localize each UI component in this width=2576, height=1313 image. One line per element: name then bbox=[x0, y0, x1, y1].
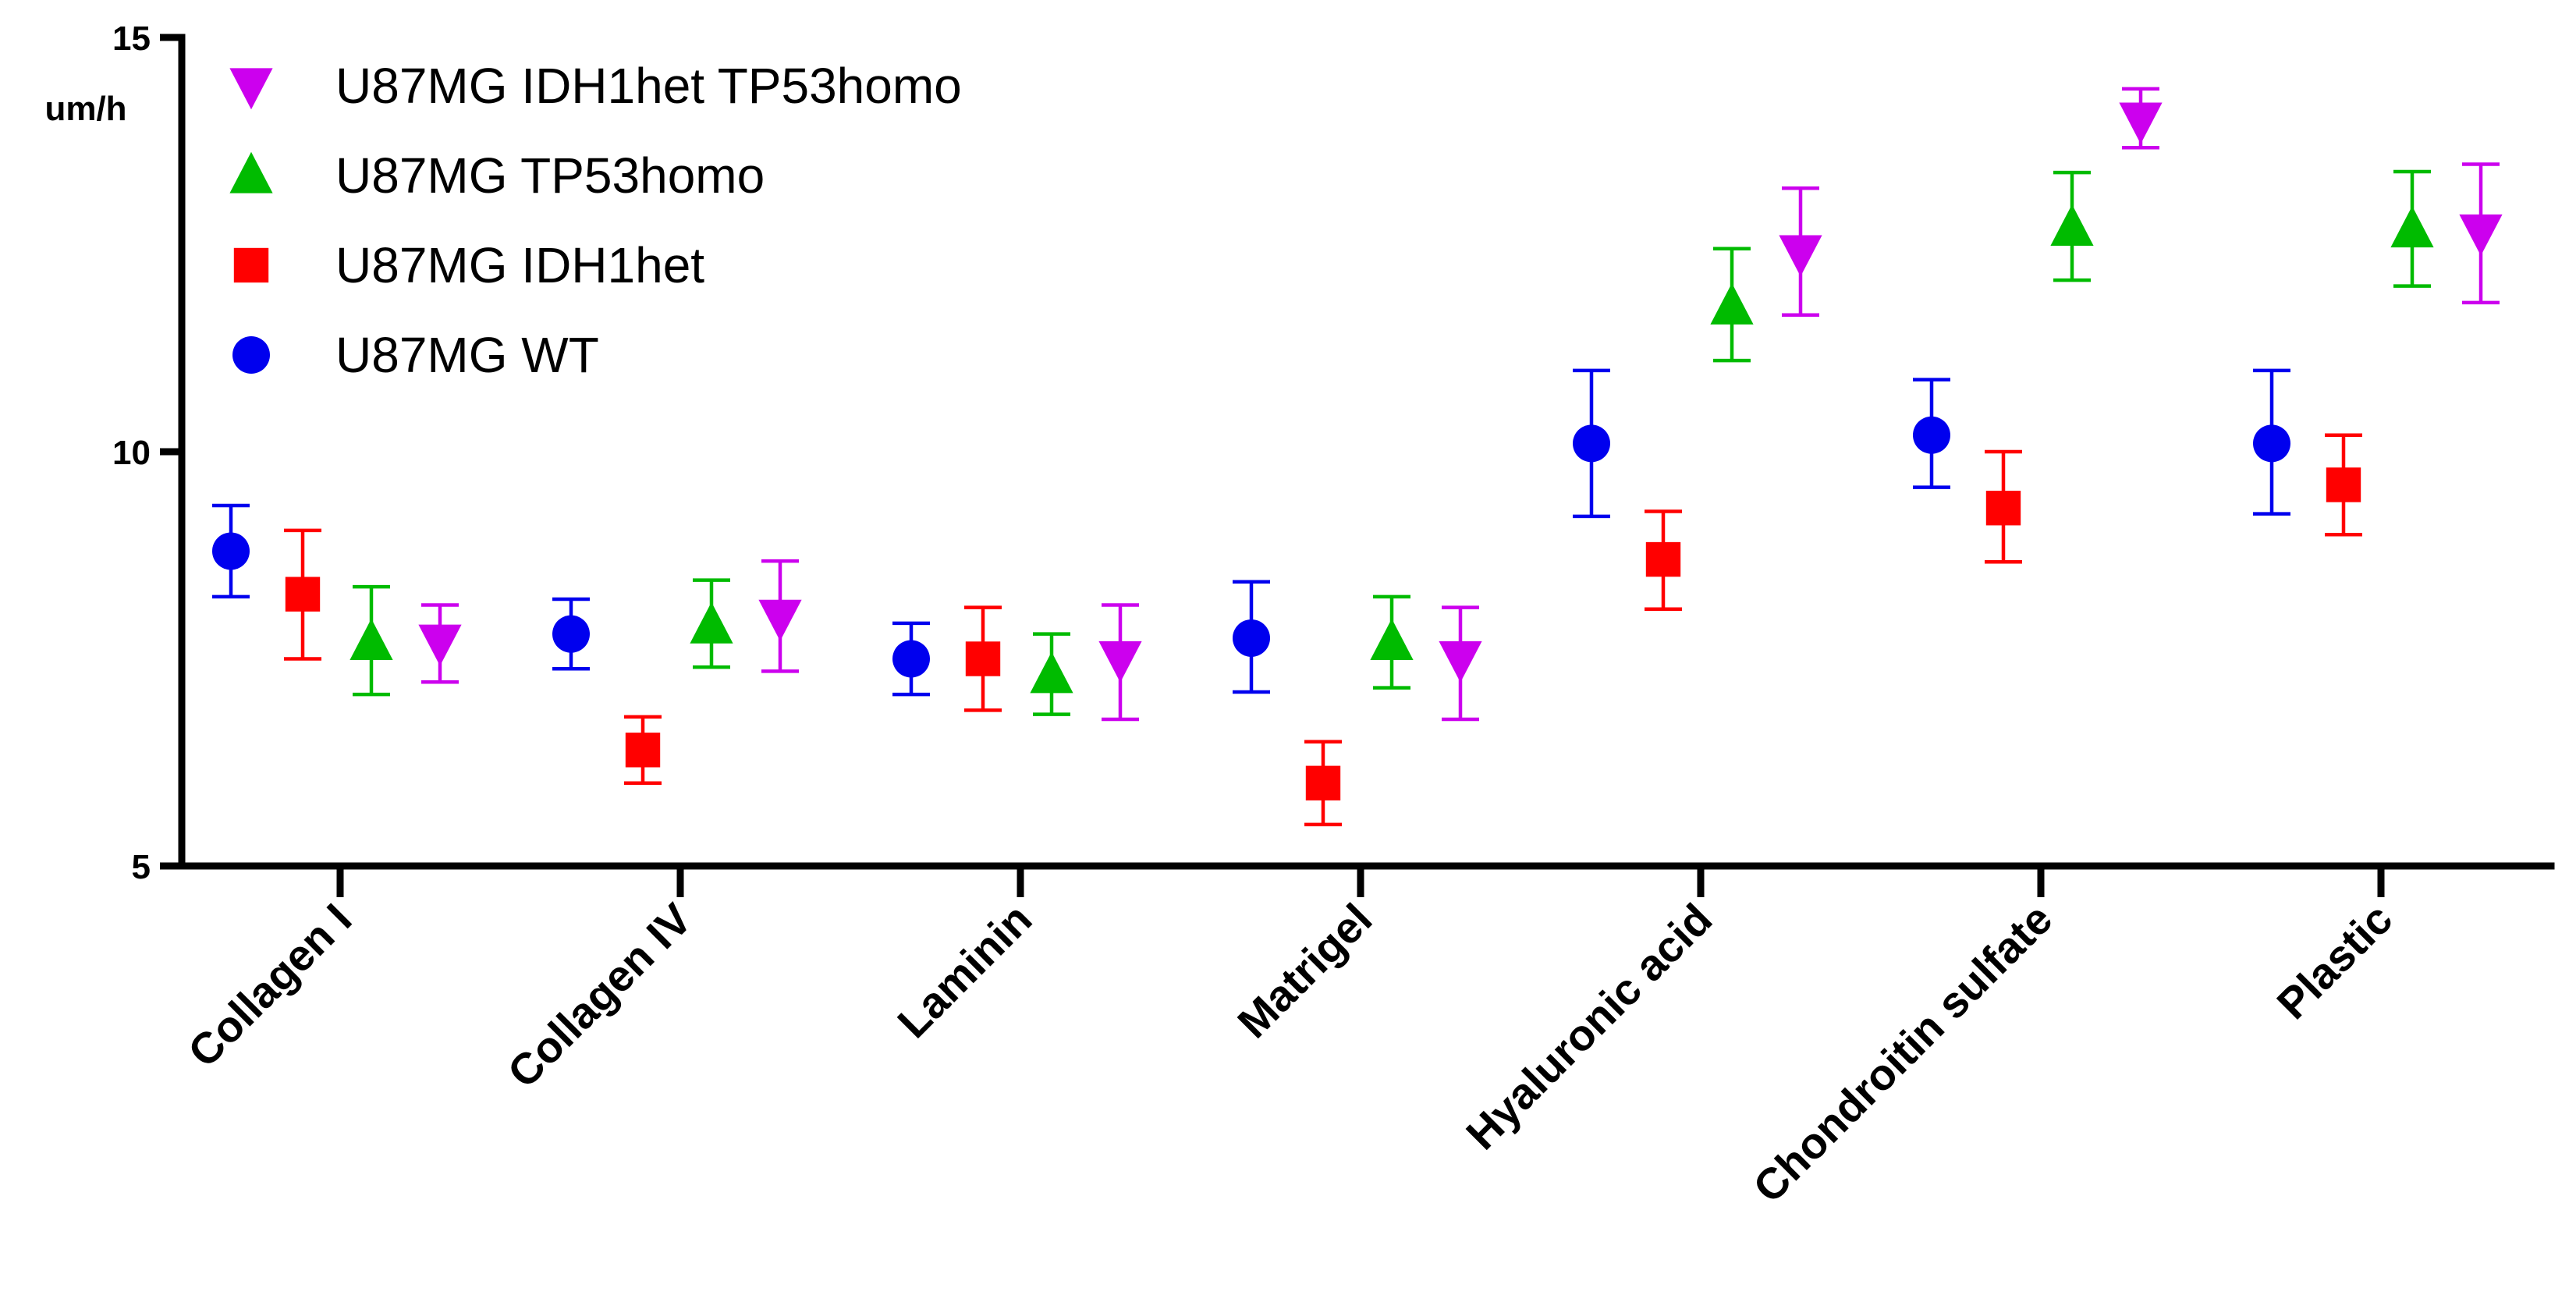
data-point bbox=[2119, 102, 2163, 144]
x-tick-label: Matrigel bbox=[1228, 894, 1381, 1047]
x-tick-label: Chondroitin sulfate bbox=[1744, 894, 2062, 1212]
x-tick-label: Hyaluronic acid bbox=[1457, 894, 1721, 1159]
y-tick-label: 15 bbox=[112, 20, 151, 58]
legend-marker bbox=[232, 336, 270, 374]
data-point bbox=[212, 532, 250, 570]
data-point bbox=[2050, 204, 2094, 246]
x-tick-label: Collagen IV bbox=[498, 894, 701, 1097]
data-point bbox=[2390, 206, 2434, 248]
data-point bbox=[1573, 424, 1610, 463]
data-point bbox=[349, 619, 393, 660]
data-point bbox=[285, 577, 321, 612]
legend-label: U87MG WT bbox=[335, 327, 599, 383]
data-point bbox=[552, 615, 590, 653]
data-point bbox=[892, 640, 930, 678]
legend-marker bbox=[229, 68, 273, 110]
data-point bbox=[1098, 641, 1142, 683]
data-point bbox=[2326, 467, 2361, 502]
legend-label: U87MG IDH1het TP53homo bbox=[335, 58, 962, 114]
data-point bbox=[1439, 641, 1482, 683]
data-point bbox=[690, 601, 733, 644]
data-point bbox=[1305, 765, 1341, 800]
data-point bbox=[418, 624, 462, 666]
x-tick-label: Laminin bbox=[888, 894, 1041, 1047]
legend-label: U87MG IDH1het bbox=[335, 237, 704, 293]
y-tick-label: 5 bbox=[132, 848, 151, 886]
data-point bbox=[1233, 619, 1270, 657]
data-point bbox=[1985, 491, 2021, 526]
data-point bbox=[2459, 214, 2503, 256]
legend: U87MG IDH1het TP53homo U87MG TP53homo U87M… bbox=[229, 58, 962, 383]
data-point bbox=[1710, 282, 1754, 325]
data-point bbox=[758, 599, 802, 641]
data-point bbox=[625, 733, 661, 768]
data-point bbox=[1370, 619, 1414, 660]
data-point bbox=[1645, 541, 1681, 577]
data-point bbox=[2253, 424, 2290, 463]
x-tick-label: Plastic bbox=[2267, 894, 2401, 1028]
data-point bbox=[1779, 235, 1822, 277]
data-point bbox=[1030, 651, 1073, 694]
data-point bbox=[1913, 416, 1950, 454]
legend-marker bbox=[233, 247, 269, 283]
legend-marker bbox=[229, 151, 273, 193]
y-axis-label: um/h bbox=[44, 90, 126, 128]
data-point bbox=[965, 641, 1001, 676]
y-tick-label: 10 bbox=[112, 434, 151, 472]
legend-label: U87MG TP53homo bbox=[335, 147, 765, 204]
x-tick-label: Collagen I bbox=[179, 894, 361, 1077]
data-marks bbox=[212, 87, 2503, 827]
